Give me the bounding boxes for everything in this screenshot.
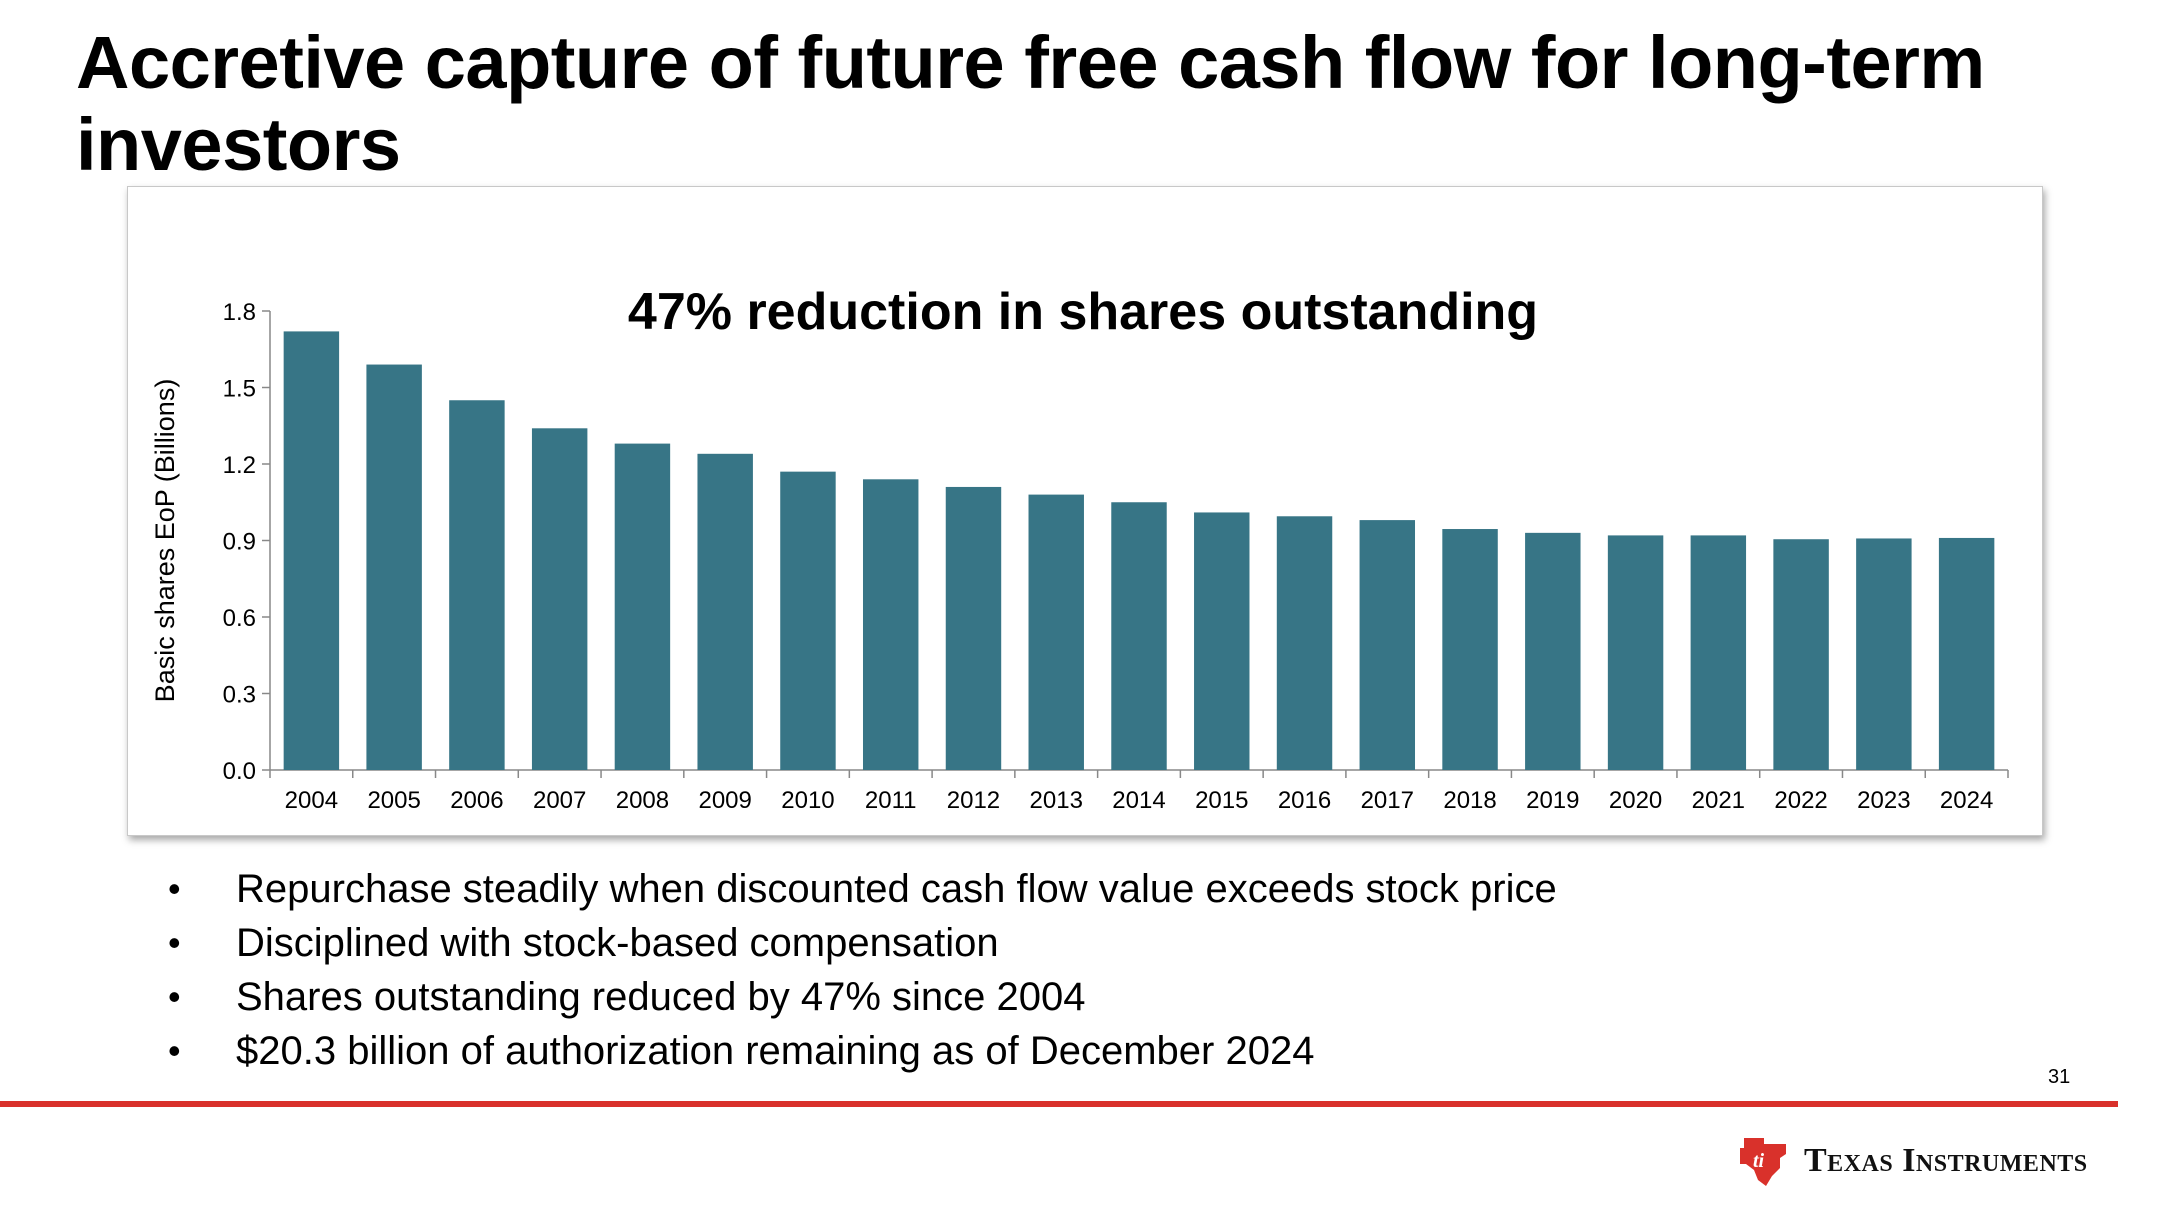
y-axis-label: Basic shares EoP (Billions) — [150, 379, 180, 703]
bar-2011 — [862, 479, 919, 770]
x-tick-label: 2014 — [1112, 787, 1165, 814]
x-tick-label: 2022 — [1774, 787, 1827, 814]
x-tick-label: 2005 — [367, 787, 420, 814]
bar-2024 — [1938, 537, 1995, 770]
bar-2009 — [697, 453, 753, 770]
y-tick-label: 0.6 — [223, 605, 256, 632]
bar-2005 — [366, 364, 422, 770]
x-tick-label: 2012 — [947, 787, 1000, 814]
y-tick-label: 1.8 — [223, 299, 256, 326]
y-tick-label: 1.5 — [223, 376, 256, 403]
bullet-text: Disciplined with stock-based compensatio… — [236, 921, 999, 965]
bullet-glyph: • — [168, 976, 181, 1017]
page-number: 31 — [2048, 1066, 2071, 1088]
y-tick-label: 1.2 — [223, 452, 256, 479]
chart-title: 47% reduction in shares outstanding — [628, 283, 1538, 341]
bar-2013 — [1028, 494, 1084, 770]
x-tick-label: 2007 — [533, 787, 586, 814]
x-tick-label: 2023 — [1857, 787, 1910, 814]
bullet-text: Shares outstanding reduced by 47% since … — [236, 975, 1086, 1019]
x-tick-label: 2021 — [1692, 787, 1745, 814]
bullet-glyph: • — [168, 922, 181, 963]
bar-2008 — [614, 443, 671, 770]
bar-2018 — [1442, 529, 1498, 770]
x-tick-label: 2011 — [865, 787, 917, 814]
x-tick-label: 2017 — [1361, 787, 1414, 814]
bar-2023 — [1856, 538, 1912, 770]
x-tick-label: 2018 — [1443, 787, 1496, 814]
bullet-glyph: • — [168, 1030, 181, 1071]
brand-wordmark: Texas Instruments — [1804, 1142, 2088, 1179]
bullet-item: • $20.3 billion of authorization remainin… — [160, 1024, 1557, 1078]
bullet-list: • Repurchase steadily when discounted cas… — [160, 862, 1557, 1078]
bar-2019 — [1525, 532, 1581, 770]
bullet-glyph: • — [168, 868, 181, 909]
bullet-text: $20.3 billion of authorization remaining… — [236, 1029, 1315, 1073]
x-tick-label: 2008 — [616, 787, 669, 814]
texas-instruments-logo: ti Texas Instruments — [1736, 1134, 2116, 1190]
bullet-item: • Disciplined with stock-based compensati… — [160, 916, 1557, 970]
shares-outstanding-bar-chart: 47% reduction in shares outstanding Basic… — [150, 283, 2009, 814]
bar-2014 — [1111, 502, 1167, 770]
bullet-item: • Shares outstanding reduced by 47% since… — [160, 970, 1557, 1024]
bar-2020 — [1607, 535, 1664, 770]
x-tick-label: 2024 — [1940, 787, 1993, 814]
bar-2007 — [531, 428, 588, 770]
x-tick-label: 2006 — [450, 787, 503, 814]
x-tick-label: 2019 — [1526, 787, 1579, 814]
x-tick-label: 2009 — [698, 787, 751, 814]
bar-2004 — [283, 331, 340, 770]
bar-2006 — [449, 400, 505, 770]
bullet-item: • Repurchase steadily when discounted cas… — [160, 862, 1557, 916]
bar-2016 — [1276, 516, 1333, 770]
ti-state-logo-icon: ti — [1740, 1138, 1786, 1186]
x-tick-label: 2015 — [1195, 787, 1248, 814]
x-tick-label: 2013 — [1030, 787, 1083, 814]
bar-2015 — [1194, 512, 1250, 770]
footer-divider — [0, 1101, 2118, 1107]
x-tick-label: 2016 — [1278, 787, 1331, 814]
bar-2010 — [780, 471, 836, 770]
y-tick-label: 0.3 — [223, 682, 256, 709]
chart-panel: 47% reduction in shares outstanding Basic… — [127, 186, 2043, 836]
y-tick-label: 0.9 — [223, 529, 256, 556]
bar-2017 — [1359, 520, 1416, 770]
x-tick-label: 2010 — [781, 787, 834, 814]
bar-2021 — [1690, 535, 1747, 770]
bar-2012 — [945, 486, 1002, 770]
svg-text:ti: ti — [1753, 1150, 1765, 1172]
slide-title: Accretive capture of future free cash fl… — [76, 21, 1985, 186]
bullet-text: Repurchase steadily when discounted cash… — [236, 867, 1557, 911]
y-tick-label: 0.0 — [223, 758, 256, 785]
x-tick-label: 2004 — [285, 787, 338, 814]
bar-2022 — [1773, 539, 1829, 770]
x-tick-label: 2020 — [1609, 787, 1662, 814]
